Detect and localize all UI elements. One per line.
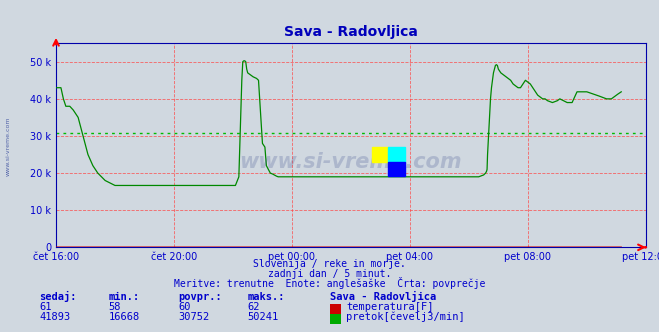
Text: Meritve: trenutne  Enote: anglešaške  Črta: povprečje: Meritve: trenutne Enote: anglešaške Črta… (174, 277, 485, 289)
Text: 41893: 41893 (40, 312, 71, 322)
Text: www.si-vreme.com: www.si-vreme.com (5, 116, 11, 176)
Text: www.si-vreme.com: www.si-vreme.com (240, 152, 462, 172)
Text: min.:: min.: (109, 292, 140, 302)
Text: 61: 61 (40, 302, 52, 312)
Text: 30752: 30752 (178, 312, 209, 322)
Text: Slovenija / reke in morje.: Slovenija / reke in morje. (253, 259, 406, 269)
Text: 16668: 16668 (109, 312, 140, 322)
Text: zadnji dan / 5 minut.: zadnji dan / 5 minut. (268, 269, 391, 279)
Text: Sava - Radovljica: Sava - Radovljica (330, 291, 436, 302)
Text: 58: 58 (109, 302, 121, 312)
Bar (372, 147, 388, 162)
Text: pretok[čevelj3/min]: pretok[čevelj3/min] (346, 312, 465, 322)
Text: 62: 62 (247, 302, 260, 312)
Bar (388, 162, 405, 176)
Text: sedaj:: sedaj: (40, 291, 77, 302)
Text: povpr.:: povpr.: (178, 292, 221, 302)
Text: maks.:: maks.: (247, 292, 285, 302)
Title: Sava - Radovljica: Sava - Radovljica (284, 25, 418, 39)
Text: temperatura[F]: temperatura[F] (346, 302, 434, 312)
Text: 60: 60 (178, 302, 190, 312)
Text: 50241: 50241 (247, 312, 278, 322)
Bar (388, 147, 405, 162)
